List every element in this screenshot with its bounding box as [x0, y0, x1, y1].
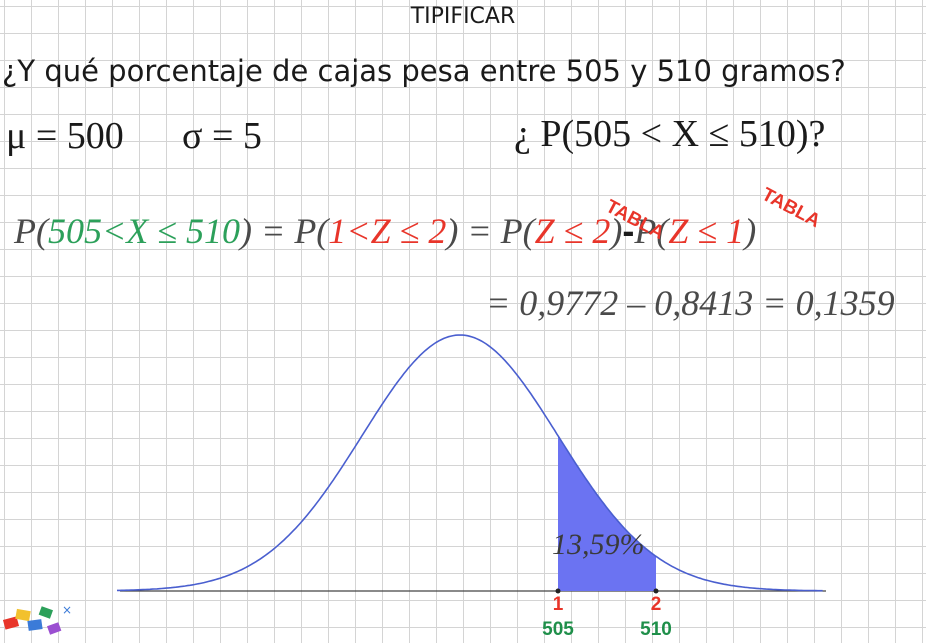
eq-p2-open: P( — [634, 211, 669, 251]
page-title: TIPIFICAR — [410, 4, 516, 29]
eq-z-range: 1<Z ≤ 2 — [328, 211, 447, 251]
eq-mid-3: ) — [610, 211, 623, 251]
x-tick-label-510: 510 — [640, 619, 672, 640]
density-curve — [117, 334, 823, 592]
eq-minus: - — [622, 210, 635, 251]
question-text: ¿Y qué porcentaje de cajas pesa entre 50… — [2, 54, 846, 88]
z-tick-label-2: 2 — [650, 594, 662, 615]
eq-mid-1: ) = P( — [240, 211, 329, 251]
eq-p-open: P( — [14, 211, 48, 251]
eq-z-le-2: Z ≤ 2 — [534, 211, 611, 251]
z-tick-label-1: 1 — [552, 594, 564, 615]
equation-line-2: = 0,9772 – 0,8413 = 0,1359 — [486, 283, 895, 323]
mu-value: μ = 500 — [6, 115, 124, 157]
svg-text:×: × — [62, 603, 72, 617]
eq-x-range: 505<X ≤ 510 — [47, 211, 241, 251]
sigma-value: σ = 5 — [182, 115, 262, 157]
equation-line-1: P(505<X ≤ 510) = P(1<Z ≤ 2) = P(Z ≤ 2)-P… — [14, 210, 756, 252]
eq-close: ) — [744, 211, 757, 251]
probability-question: ¿ P(505 < X ≤ 510)? — [514, 113, 826, 155]
tick-dot-1 — [555, 588, 561, 594]
eq-z-le-1: Z ≤ 1 — [668, 211, 745, 251]
tick-dot-2 — [653, 588, 659, 594]
colorful-blocks-logo-icon: × — [2, 603, 72, 635]
shaded-percentage-label: 13,59% — [552, 528, 645, 561]
x-tick-label-505: 505 — [542, 619, 574, 640]
eq-mid-2: ) = P( — [446, 211, 535, 251]
